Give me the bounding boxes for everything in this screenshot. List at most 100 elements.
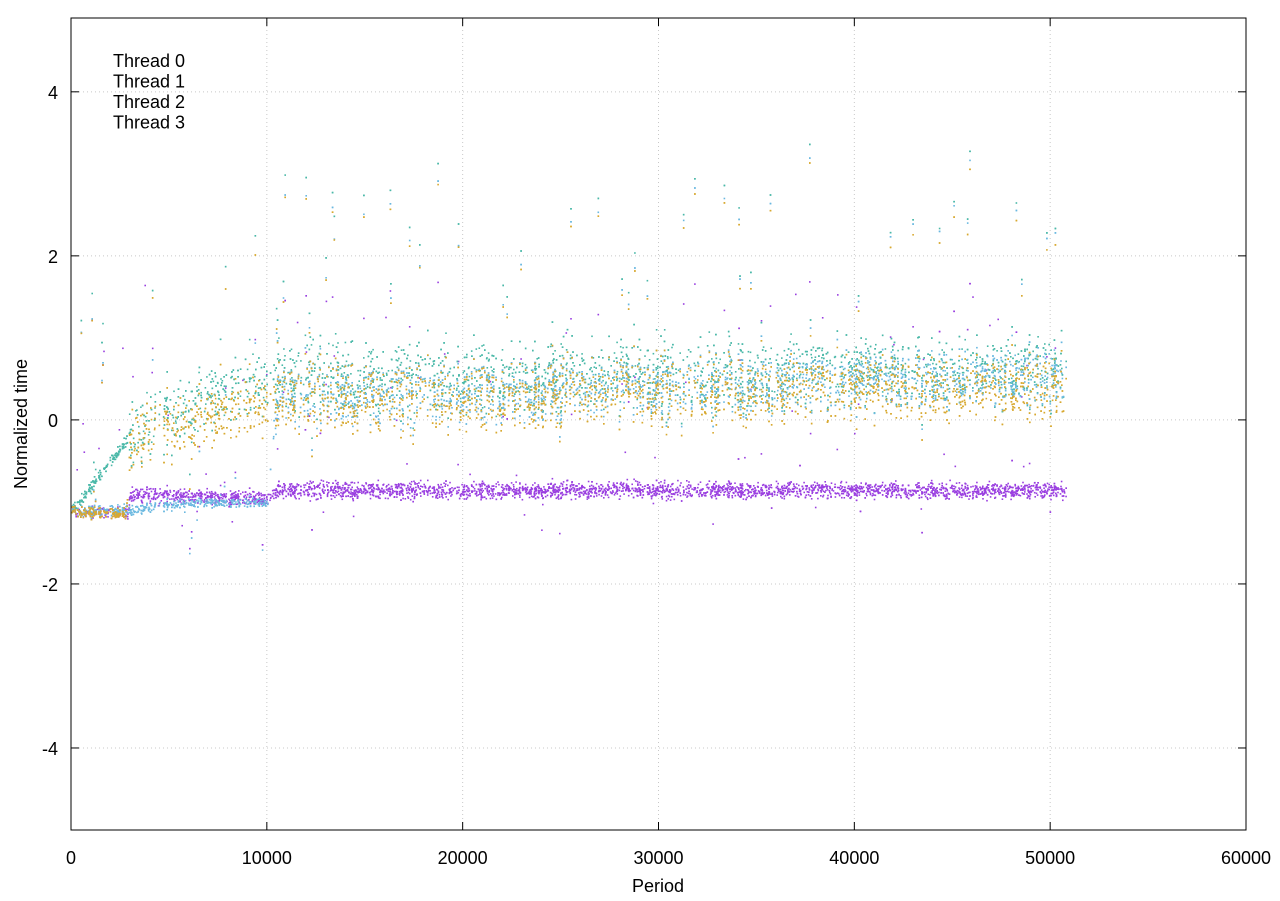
data-point <box>357 486 359 488</box>
data-point <box>713 488 715 490</box>
data-point <box>808 494 810 496</box>
data-point <box>995 497 997 499</box>
data-point <box>652 491 654 493</box>
data-point <box>206 492 208 494</box>
data-point <box>169 490 171 492</box>
data-point <box>959 482 961 484</box>
data-point <box>1046 493 1048 495</box>
data-point <box>524 514 526 516</box>
data-point <box>333 495 335 497</box>
data-point <box>664 482 666 484</box>
data-point <box>285 496 287 498</box>
data-point <box>327 496 329 498</box>
data-point <box>420 480 422 482</box>
data-point <box>587 498 589 500</box>
data-point <box>181 496 183 498</box>
data-point <box>131 500 133 502</box>
data-point <box>860 491 862 493</box>
data-point <box>217 494 219 496</box>
data-point <box>519 491 521 493</box>
data-point <box>813 489 815 491</box>
data-point <box>691 494 693 496</box>
data-point <box>387 498 389 500</box>
data-point <box>443 492 445 494</box>
data-point <box>842 490 844 492</box>
data-point <box>414 494 416 496</box>
data-point <box>571 488 573 490</box>
data-point <box>369 492 371 494</box>
data-point <box>979 487 981 489</box>
data-point <box>740 496 742 498</box>
data-points <box>71 144 1067 555</box>
data-point <box>1001 493 1003 495</box>
data-point <box>925 492 927 494</box>
data-point <box>82 423 84 425</box>
data-point <box>702 488 704 490</box>
data-point <box>133 494 135 496</box>
data-point <box>894 483 896 485</box>
data-point <box>562 483 564 485</box>
data-point <box>860 482 862 484</box>
data-point <box>1054 487 1056 489</box>
data-point <box>457 464 459 466</box>
data-point <box>430 493 432 495</box>
data-point <box>555 492 557 494</box>
data-point <box>519 482 521 484</box>
data-point <box>741 490 743 492</box>
data-point <box>396 486 398 488</box>
data-point <box>567 480 569 482</box>
data-point <box>763 484 765 486</box>
data-point <box>872 495 874 497</box>
data-point <box>330 495 332 497</box>
data-point <box>740 485 742 487</box>
data-point <box>972 491 974 493</box>
data-point <box>859 492 861 494</box>
data-point <box>1002 488 1004 490</box>
data-point <box>687 495 689 497</box>
data-point <box>889 485 891 487</box>
data-point <box>994 489 996 491</box>
data-point <box>406 490 408 492</box>
data-point <box>530 492 532 494</box>
data-point <box>571 481 573 483</box>
data-point <box>572 485 574 487</box>
data-point <box>496 499 498 501</box>
data-point <box>504 494 506 496</box>
data-point <box>500 498 502 500</box>
data-point <box>142 489 144 491</box>
data-point <box>605 493 607 495</box>
data-point <box>691 488 693 490</box>
data-point <box>538 484 540 486</box>
data-point <box>133 500 135 502</box>
data-point <box>520 492 522 494</box>
data-point <box>859 494 861 496</box>
data-point <box>305 490 307 492</box>
data-point <box>493 488 495 490</box>
data-point <box>399 491 401 493</box>
data-point <box>867 485 869 487</box>
data-point <box>351 487 353 489</box>
data-point <box>502 492 504 494</box>
data-point <box>535 490 537 492</box>
data-point <box>977 488 979 490</box>
data-point <box>157 496 159 498</box>
data-point <box>417 485 419 487</box>
data-point <box>622 484 624 486</box>
data-point <box>1011 460 1013 462</box>
data-point <box>827 485 829 487</box>
data-point <box>497 494 499 496</box>
data-point <box>278 484 280 486</box>
data-point <box>451 494 453 496</box>
data-point <box>501 497 503 499</box>
data-point <box>771 494 773 496</box>
data-point <box>1058 488 1060 490</box>
data-point <box>875 484 877 486</box>
data-point <box>196 492 198 494</box>
data-point <box>317 485 319 487</box>
data-point <box>410 486 412 488</box>
data-point <box>517 493 519 495</box>
data-point <box>620 482 622 484</box>
data-point <box>340 492 342 494</box>
data-point <box>580 492 582 494</box>
data-point <box>373 495 375 497</box>
